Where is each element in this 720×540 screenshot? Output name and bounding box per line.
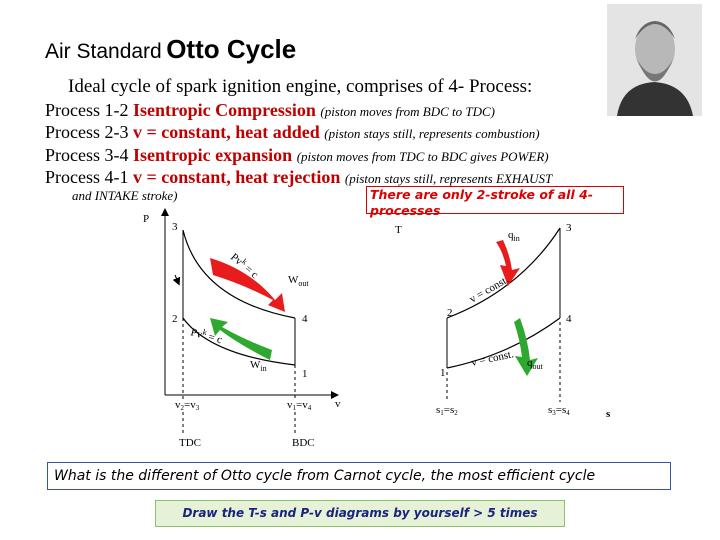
work-base: W: [250, 359, 261, 371]
ts-x-label: s: [606, 408, 611, 420]
process-line: Process 2-3 v = constant, heat added (pi…: [45, 122, 540, 143]
v-sub: 1: [293, 404, 297, 412]
process-note-continued: and INTAKE stroke): [72, 188, 178, 203]
process-label: Process 3-4: [45, 145, 129, 165]
law-sup: k: [202, 327, 208, 337]
work-in-label: Win: [250, 359, 267, 373]
work-sub: in: [260, 364, 266, 373]
point-label: 4: [302, 313, 308, 325]
s-sub: 4: [566, 409, 570, 417]
s-label: s3=s4: [548, 404, 570, 417]
process-label: Process 1-2: [45, 100, 129, 120]
s-sub: 3: [552, 409, 556, 417]
portrait-drawing: [607, 4, 702, 116]
process-label: Process 2-3: [45, 122, 129, 142]
callout: There are only 2-stroke of all 4-process…: [366, 186, 624, 218]
heat-sub: in: [514, 234, 520, 243]
process-note: (piston stays still, represents combusti…: [324, 126, 540, 141]
point-label: 1: [440, 367, 446, 379]
process-law: Pvk = c: [189, 324, 224, 346]
process-note: (piston moves from BDC to TDC): [320, 104, 496, 119]
process-name: v = constant, heat rejection: [133, 167, 341, 187]
work-sub: out: [298, 279, 309, 288]
title-main: Otto Cycle: [166, 34, 297, 64]
process-name: v = constant, heat added: [133, 122, 320, 142]
v-label: v2=v3: [175, 399, 200, 412]
title-prefix: Air Standard: [45, 40, 162, 63]
process-name: Isentropic expansion: [133, 145, 293, 165]
v-eq: =v: [184, 399, 196, 411]
v-eq: =v: [296, 399, 308, 411]
bdc-label: BDC: [292, 437, 315, 449]
title: Air Standard Otto Cycle: [45, 34, 296, 65]
heat-base: q: [527, 357, 533, 369]
s-eq: =s: [556, 404, 566, 416]
work-out-arrow: [210, 258, 285, 312]
law-rest: = c: [204, 330, 223, 346]
point-label: 2: [447, 307, 453, 319]
point-label: 1: [302, 368, 308, 380]
s-base: s: [548, 404, 552, 416]
v-sub: 2: [181, 404, 185, 412]
v-base: v: [287, 399, 293, 411]
point-label: 3: [566, 222, 572, 234]
pv-x-label: v: [335, 398, 341, 410]
intro: Ideal cycle of spark ignition engine, co…: [68, 76, 533, 97]
ts-heat-add: [446, 227, 561, 319]
v-sub: 3: [196, 404, 200, 412]
pv-compression: [182, 317, 296, 366]
point-label: 3: [172, 221, 178, 233]
pv-arrow: [172, 274, 181, 286]
work-in-arrow: [210, 318, 272, 360]
ts-heat-reject: [446, 317, 561, 369]
footer: Draw the T-s and P-v diagrams by yoursel…: [155, 500, 565, 527]
v-base: v: [175, 399, 181, 411]
point-label: 2: [172, 313, 178, 325]
question: What is the different of Otto cycle from…: [47, 462, 671, 490]
portrait: [607, 4, 702, 116]
v-label: v1=v4: [287, 399, 312, 412]
v-sub: 4: [308, 404, 312, 412]
heat-sub: out: [533, 362, 544, 371]
work-out-label: Wout: [288, 274, 309, 288]
s-base: s: [436, 404, 440, 416]
process-law: v = const.: [468, 273, 512, 305]
point-label: 4: [566, 313, 572, 325]
s-label: s1=s2: [436, 404, 458, 417]
portrait-hair: [635, 21, 675, 39]
process-note: (piston moves from TDC to BDC gives POWE…: [296, 149, 549, 164]
process-name: Isentropic Compression: [133, 100, 316, 120]
portrait-coat: [617, 82, 693, 116]
s-sub: 2: [454, 409, 458, 417]
heat-out-arrow: [514, 318, 538, 376]
work-base: W: [288, 274, 299, 286]
tdc-label: TDC: [179, 437, 201, 449]
pv-expansion: [182, 229, 296, 319]
heat-base: q: [508, 229, 514, 241]
process-law: v = const.: [470, 348, 515, 369]
process-line: Process 1-2 Isentropic Compression (pist…: [45, 100, 495, 121]
ts-y-label: T: [395, 224, 402, 236]
s-eq: =s: [444, 404, 454, 416]
process-line: Process 4-1 v = constant, heat rejection…: [45, 167, 552, 188]
heat-out-label: qout: [527, 357, 544, 371]
s-sub: 1: [440, 409, 444, 417]
portrait-beard: [637, 59, 673, 82]
heat-in-arrow: [496, 240, 520, 286]
process-note: (piston stays still, represents EXHAUST: [344, 171, 553, 186]
law-base: Pv: [189, 326, 204, 341]
process-line: Process 3-4 Isentropic expansion (piston…: [45, 145, 549, 166]
heat-in-label: qin: [508, 229, 520, 243]
process-label: Process 4-1: [45, 167, 129, 187]
portrait-face: [635, 22, 675, 76]
law-sup: k: [240, 257, 249, 266]
pv-y-label: P: [143, 213, 149, 225]
